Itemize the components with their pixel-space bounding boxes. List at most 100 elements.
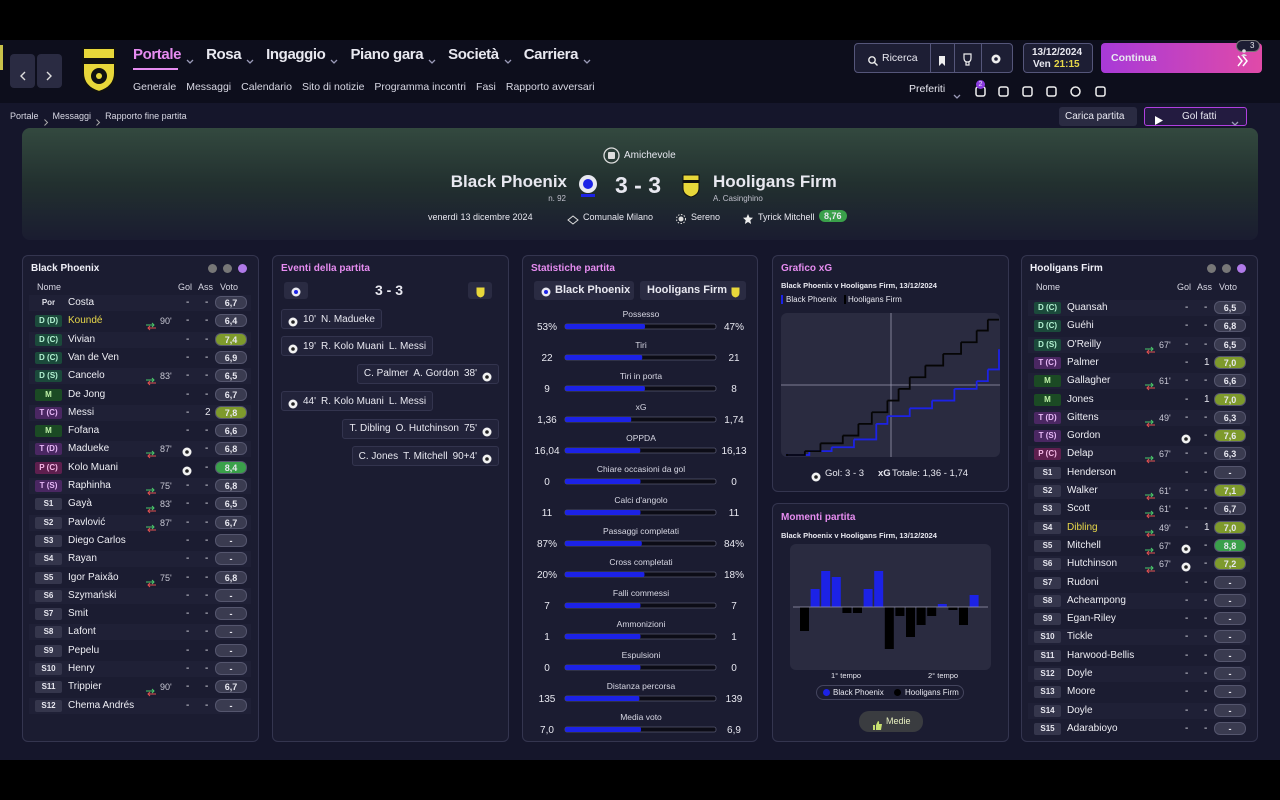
player-name[interactable]: Rayan — [68, 553, 97, 565]
player-name[interactable]: Egan-Riley — [1067, 613, 1116, 625]
player-name[interactable]: Szymański — [68, 589, 117, 601]
rating: 6,7 — [215, 515, 247, 529]
player-name[interactable]: Hutchinson — [1067, 558, 1118, 570]
icon-part — [1155, 116, 1163, 125]
player-name[interactable]: Chema Andrés — [68, 699, 135, 711]
player-name[interactable]: Delap — [1067, 448, 1094, 460]
goals: - — [186, 534, 190, 546]
sub-menu-item[interactable]: Programma incontri — [374, 81, 467, 93]
player-name[interactable]: Raphinha — [68, 480, 111, 491]
rating: 7,8 — [215, 405, 247, 419]
icon-part — [147, 454, 156, 459]
menu-item[interactable]: Portale — [133, 46, 194, 64]
player-name[interactable]: Trippier — [68, 681, 102, 693]
sub-menu-item[interactable]: Rapporto avversari — [505, 81, 595, 93]
substitution-minute: 49' — [1159, 522, 1171, 533]
home-team: Black Phoenix — [450, 172, 567, 191]
competition-icon — [603, 147, 620, 164]
player-name[interactable]: Jones — [1067, 393, 1094, 405]
icon-part — [743, 214, 753, 224]
averages-button[interactable]: Medie — [859, 711, 923, 732]
player-name[interactable]: Harwood-Bellis — [1067, 649, 1135, 661]
player-name[interactable]: Fofana — [68, 425, 100, 437]
player-name[interactable]: Vivian — [68, 333, 96, 345]
time: 21:15 — [1054, 59, 1080, 70]
goals: - — [1185, 503, 1189, 515]
player-name[interactable]: Henry — [68, 663, 95, 674]
player-name[interactable]: Gayà — [68, 498, 92, 510]
sub-menu-item[interactable]: Calendario — [241, 81, 292, 93]
team-box: Hooligans Firm — [640, 281, 746, 300]
menu-item[interactable]: Piano gara — [350, 46, 436, 64]
forward-button[interactable] — [37, 54, 62, 88]
player-name[interactable]: Rudoni — [1067, 576, 1099, 588]
position-badge: S5 — [35, 571, 62, 584]
xg-step — [787, 451, 806, 456]
player-name[interactable]: O'Reilly — [1067, 338, 1102, 350]
menu-item[interactable]: Ingaggio — [266, 46, 338, 64]
assists: - — [1204, 338, 1208, 350]
continue-button[interactable]: Continua — [1101, 43, 1262, 73]
sub-menu-item[interactable]: Sito di notizie — [301, 81, 365, 93]
search-label[interactable]: Ricerca — [882, 52, 918, 64]
player-name[interactable]: Moore — [1067, 686, 1096, 698]
menu-item[interactable]: Carriera — [524, 46, 591, 64]
load-match-button[interactable]: Carica partita — [1059, 107, 1137, 126]
goals-button[interactable]: Gol fatti — [1144, 107, 1247, 126]
player-name[interactable]: Madueke — [68, 443, 110, 455]
stat-label: Ammonizioni — [616, 619, 666, 629]
player-name[interactable]: Doyle — [1067, 704, 1093, 716]
menu-label: Rosa — [206, 46, 242, 63]
player-name[interactable]: Gordon — [1067, 430, 1101, 442]
menu-item[interactable]: Rosa — [206, 46, 254, 64]
player-name[interactable]: Igor Paixão — [68, 571, 119, 583]
player-name[interactable]: Scott — [1067, 503, 1090, 515]
event-scorer: A. Gordon — [413, 368, 459, 380]
favorites[interactable]: Preferiti — [909, 83, 946, 95]
rating: - — [1214, 721, 1246, 735]
player-name[interactable]: Koundé — [68, 315, 103, 327]
player-name[interactable]: Pepelu — [68, 644, 100, 656]
sub-menu-item[interactable]: Fasi — [476, 81, 496, 93]
player-name[interactable]: Pavlović — [68, 516, 106, 528]
player-name[interactable]: Palmer — [1067, 356, 1099, 368]
momentum-title: Momenti partita — [781, 512, 856, 523]
rating: 8,4 — [215, 460, 247, 474]
player-name[interactable]: Messi — [68, 406, 95, 418]
player-name[interactable]: Henderson — [1067, 466, 1116, 478]
player-name[interactable]: Cancelo — [68, 370, 105, 382]
player-name[interactable]: Gittens — [1067, 411, 1099, 423]
event-assist: T. Dibling — [349, 423, 391, 435]
icon-part — [294, 290, 298, 294]
momentum-bar — [959, 607, 968, 625]
icon-part — [1145, 565, 1155, 574]
player-name[interactable]: Acheampong — [1067, 594, 1126, 606]
sub-menu-item[interactable]: Generale — [133, 81, 177, 93]
player-name[interactable]: Diego Carlos — [68, 534, 126, 546]
breadcrumb-item[interactable]: Messaggi — [52, 111, 92, 121]
player-name[interactable]: Tickle — [1067, 631, 1093, 643]
player-name[interactable]: Walker — [1067, 485, 1098, 496]
player-name[interactable]: Van de Ven — [68, 351, 119, 363]
sub-menu-item[interactable]: Messaggi — [186, 81, 232, 93]
player-name[interactable]: Lafont — [68, 626, 96, 638]
player-name[interactable]: Adarabioyo — [1067, 722, 1118, 734]
icon-part — [811, 472, 821, 482]
player-name[interactable]: Kolo Muani — [68, 461, 119, 473]
player-name[interactable]: Dibling — [1067, 521, 1098, 533]
player-name[interactable]: Gallagher — [1067, 375, 1111, 387]
menu-item[interactable]: Società — [448, 46, 512, 64]
player-name[interactable]: Costa — [68, 297, 95, 308]
player-name[interactable]: Mitchell — [1067, 539, 1101, 551]
breadcrumb-item[interactable]: Portale — [10, 111, 39, 121]
player-name[interactable]: Guéhi — [1067, 320, 1094, 332]
icon-part — [583, 59, 591, 64]
row-bg — [29, 624, 251, 641]
icon-part — [186, 59, 194, 64]
player-name[interactable]: Smit — [68, 608, 88, 620]
player-name[interactable]: De Jong — [68, 388, 106, 400]
player-name[interactable]: Doyle — [1067, 668, 1093, 679]
player-name[interactable]: Quansah — [1067, 302, 1108, 313]
back-button[interactable] — [10, 54, 35, 88]
half-label: 1° tempo — [831, 671, 862, 680]
